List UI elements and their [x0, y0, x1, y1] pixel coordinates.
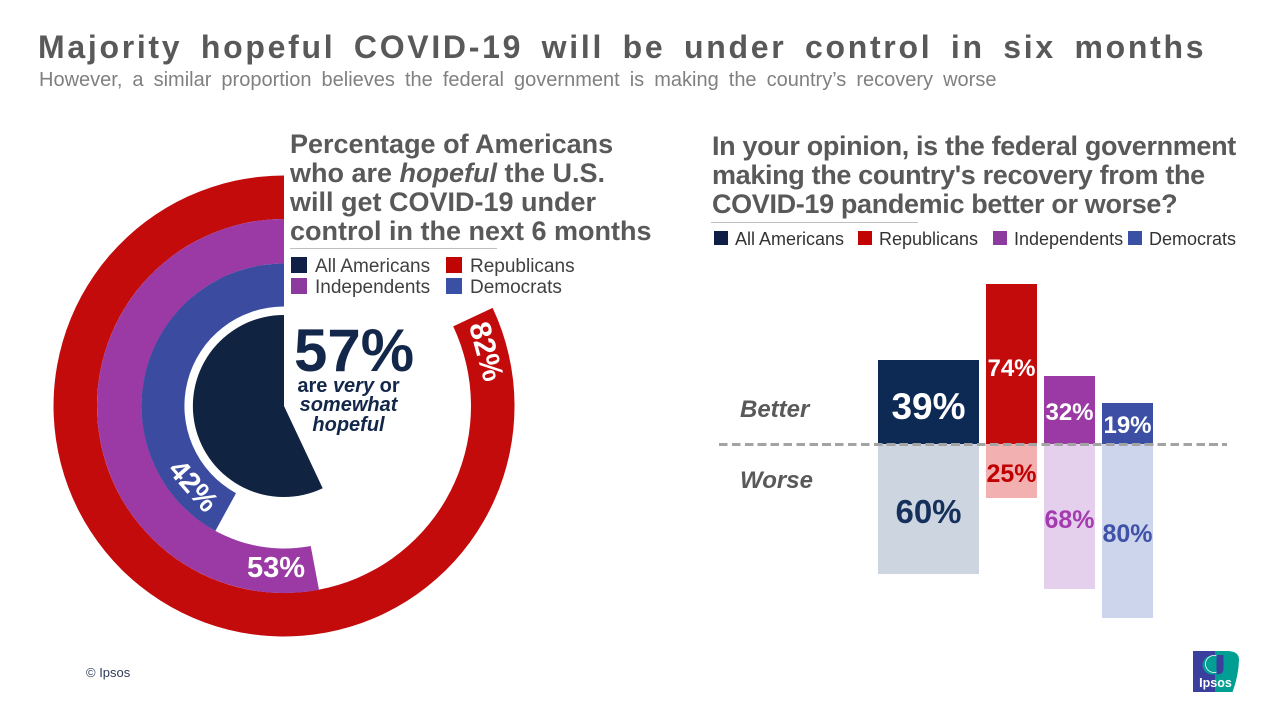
svg-text:Ipsos: Ipsos — [1199, 676, 1232, 690]
svg-text:53%: 53% — [247, 552, 305, 584]
